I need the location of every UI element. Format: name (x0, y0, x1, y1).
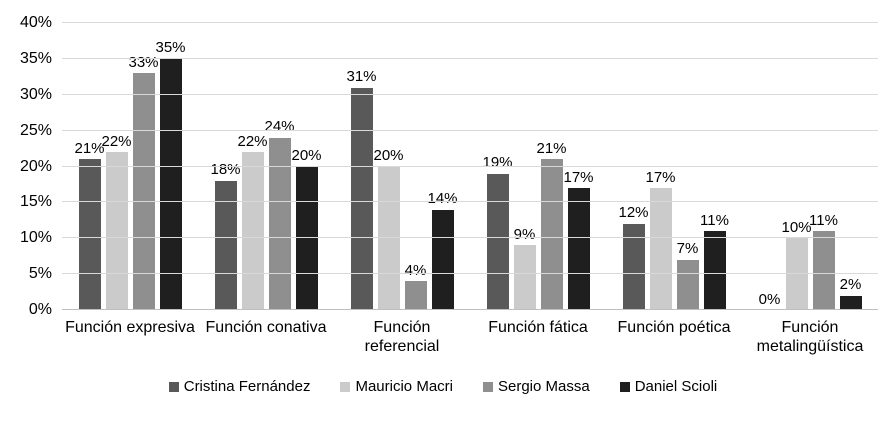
y-tick-label: 25% (19, 121, 52, 139)
legend-swatch-icon (482, 381, 493, 392)
bar-data-label: 9% (513, 225, 536, 243)
bar-group: 18% 22% 24% 20% (198, 23, 334, 310)
bar: 9% (513, 226, 536, 310)
bar: 24% (264, 119, 295, 310)
gridline (62, 93, 878, 95)
bar-group: 19% 9% 21% 17% (470, 23, 606, 310)
legend-label: Daniel Scioli (634, 378, 718, 395)
legend-swatch-icon (168, 381, 179, 392)
bar-data-label: 21% (74, 139, 105, 157)
bar: 22% (101, 133, 132, 310)
y-tick-label: 35% (19, 49, 52, 67)
bar: 22% (237, 133, 268, 310)
bar-data-label: 4% (404, 261, 427, 279)
y-tick-label: 15% (19, 193, 52, 211)
gridline (62, 129, 878, 131)
legend: Cristina Fernández Mauricio Macri Sergio M… (0, 378, 886, 395)
y-tick-label: 5% (28, 265, 52, 283)
bar-group: 12% 17% 7% 11% (606, 23, 742, 310)
bar-data-label: 20% (291, 147, 322, 164)
legend-swatch-icon (340, 381, 351, 392)
x-category-label: Función referencial (364, 319, 440, 355)
gridline (62, 237, 878, 239)
legend-item: Cristina Fernández (168, 378, 311, 395)
x-axis-line (62, 309, 878, 310)
bar: 20% (291, 147, 322, 310)
gridline (62, 201, 878, 203)
y-axis-labels: 0% 5% 10% 15% 20% 25% 30% 35% 40% (0, 14, 52, 318)
bar-data-label: 11% (809, 211, 838, 229)
bar-data-label: 12% (618, 204, 649, 222)
gridline (62, 273, 878, 275)
bar: 17% (563, 169, 594, 310)
bar-data-label: 10% (781, 218, 812, 236)
y-tick-label: 20% (19, 157, 52, 175)
x-category-label: Función poética (617, 319, 731, 336)
bar-group: 21% 22% 33% 35% (62, 23, 198, 310)
x-category-label: Función expresiva (65, 319, 195, 336)
bar: 7% (676, 241, 699, 310)
y-tick-label: 30% (19, 85, 52, 103)
bar: 12% (618, 205, 649, 310)
x-category-label: Función fática (488, 319, 588, 336)
bar-data-label: 22% (237, 132, 268, 150)
bar: 10% (781, 219, 812, 310)
bar-data-label: 31% (346, 68, 377, 86)
bar-data-label: 17% (645, 168, 676, 186)
bar-data-label: 0% (758, 290, 781, 308)
y-tick-label: 40% (19, 14, 52, 31)
bar: 33% (128, 54, 159, 310)
bar-data-label: 20% (373, 147, 404, 164)
bar: 18% (210, 162, 241, 310)
bar-data-label: 22% (101, 132, 132, 150)
bar: 14% (427, 191, 458, 310)
bar-data-label: 2% (839, 276, 862, 294)
legend-item: Daniel Scioli (619, 378, 718, 395)
bar-data-label: 21% (536, 139, 567, 157)
y-tick-label: 0% (28, 301, 52, 318)
bar-group: 31% 20% 4% 14% (334, 23, 470, 310)
bar: 17% (645, 169, 676, 310)
x-category-label: Función metalingüística (756, 319, 864, 355)
legend-swatch-icon (619, 381, 630, 392)
gridline (62, 22, 878, 23)
bar-groups: 21% 22% 33% 35% 18% 22% 24% 20% 31% 20% 4% 14% 19% 9%… (62, 23, 878, 310)
gridline (62, 165, 878, 167)
x-category-label: Función conativa (205, 319, 327, 336)
legend-label: Sergio Massa (497, 378, 590, 395)
bar: 11% (809, 212, 838, 310)
legend-item: Mauricio Macri (340, 378, 453, 395)
bar: 4% (404, 262, 427, 310)
legend-label: Cristina Fernández (183, 378, 311, 395)
gridline (62, 57, 878, 59)
legend-item: Sergio Massa (482, 378, 590, 395)
bar-data-label: 17% (563, 168, 594, 186)
bar: 21% (74, 140, 105, 310)
bar-data-label: 11% (700, 211, 729, 229)
bar-data-label: 14% (427, 190, 458, 208)
legend-label: Mauricio Macri (355, 378, 453, 395)
bar-group: 0% 10% 11% 2% (742, 23, 878, 310)
plot-area: 21% 22% 33% 35% 18% 22% 24% 20% 31% 20% 4% 14% 19% 9%… (62, 22, 878, 310)
bar-data-label: 19% (482, 154, 513, 172)
bar-data-label: 35% (155, 39, 186, 57)
bar-data-label: 7% (676, 240, 699, 258)
bar-data-label: 24% (264, 118, 295, 136)
bar: 31% (346, 69, 377, 310)
bar: 2% (839, 277, 862, 310)
bar: 20% (373, 147, 404, 310)
bar: 19% (482, 155, 513, 310)
x-axis-labels: Función expresiva Función conativa Función… (62, 318, 878, 356)
bar: 21% (536, 140, 567, 310)
y-tick-label: 10% (19, 229, 52, 247)
bar: 35% (155, 40, 186, 310)
bar: 11% (700, 212, 729, 310)
